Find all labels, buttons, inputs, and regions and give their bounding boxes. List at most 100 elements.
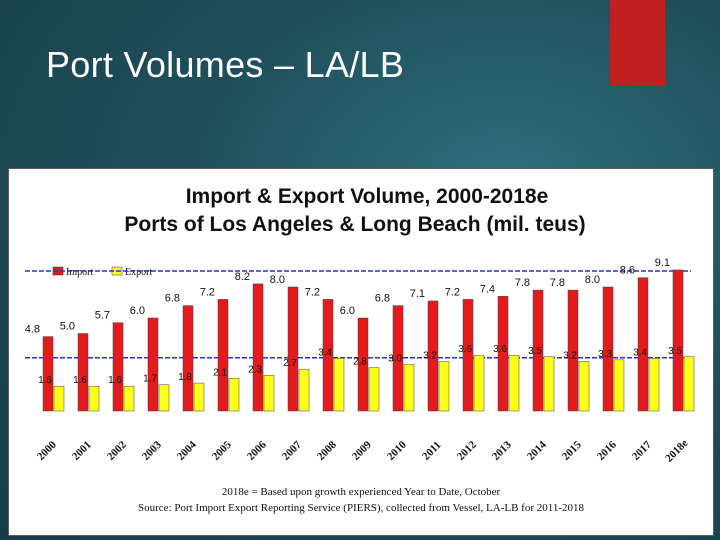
import-bar-2018e [672, 269, 684, 412]
x-tick-label: 2010 [385, 439, 409, 463]
export-bar-2018e [683, 356, 695, 412]
export-bar-2017 [648, 358, 660, 412]
import-bar-2003 [147, 317, 159, 412]
import-bar-2007 [287, 286, 299, 412]
import-bar-2001 [77, 333, 89, 412]
x-tick-label: 2011 [420, 439, 444, 463]
import-value-label: 7.1 [410, 288, 425, 300]
legend-export-label: Export [125, 267, 152, 278]
export-value-label: 3.4 [318, 347, 332, 358]
export-bar-2014 [543, 356, 555, 412]
export-value-label: 2.8 [353, 357, 367, 368]
export-bar-2009 [368, 367, 380, 412]
export-value-label: 3.5 [668, 346, 682, 357]
export-bar-2002 [123, 385, 135, 412]
export-value-label: 3.2 [423, 350, 437, 361]
value-labels: 4.8 1.6 5.0 1.6 5.7 1.6 6.0 1.7 6.8 1.8 7.2 2.1 8.2 2… [25, 257, 683, 386]
x-tick-label: 2006 [245, 439, 269, 463]
x-tick-label: 2003 [140, 439, 164, 463]
import-bar-2005 [217, 299, 229, 412]
chart-title-line2: Ports of Los Angeles & Long Beach (mil. … [124, 213, 585, 236]
import-bar-2002 [112, 322, 124, 412]
import-bar-2000 [42, 336, 54, 412]
x-tick-label: 2008 [315, 439, 339, 463]
x-tick-label: 2004 [175, 439, 199, 463]
export-value-label: 1.8 [178, 372, 192, 383]
import-bar-2013 [497, 296, 509, 412]
x-tick-label: 2002 [105, 439, 129, 463]
import-value-label: 7.2 [200, 286, 215, 298]
export-bar-2012 [473, 354, 485, 412]
slide-title: Port Volumes – LA/LB [46, 44, 405, 85]
x-tick-label: 2015 [560, 439, 584, 463]
import-value-label: 5.0 [60, 321, 75, 333]
import-value-label: 6.0 [340, 305, 355, 317]
chart-frame: Import & Export Volume, 2000-2018e Ports… [8, 168, 714, 536]
import-value-label: 8.6 [620, 265, 635, 277]
x-tick-label: 2007 [280, 439, 304, 463]
export-bar-2004 [193, 382, 205, 412]
x-tick-label: 2016 [595, 439, 619, 463]
bars [42, 269, 695, 412]
import-bar-2016 [602, 286, 614, 412]
export-value-label: 2.3 [248, 364, 262, 375]
import-value-label: 6.0 [130, 305, 145, 317]
export-bar-2008 [333, 358, 345, 412]
x-axis-labels: 2000 2001 2002 2003 2004 2005 2006 2007 2008 2009… [35, 437, 691, 465]
export-value-label: 3.2 [563, 350, 577, 361]
accent-red-bar [610, 0, 665, 86]
import-bar-2010 [392, 305, 404, 412]
export-value-label: 3.0 [388, 354, 402, 365]
x-tick-label: 2017 [630, 439, 654, 463]
import-value-label: 8.2 [235, 271, 250, 283]
note-source: Source: Port Import Export Reporting Ser… [138, 502, 585, 514]
export-value-label: 1.6 [108, 375, 122, 386]
export-bar-2007 [298, 368, 310, 412]
export-bar-2001 [88, 385, 100, 412]
import-value-label: 7.2 [445, 286, 460, 298]
export-bar-2011 [438, 361, 450, 412]
import-bar-2014 [532, 289, 544, 412]
export-value-label: 3.6 [493, 344, 507, 355]
import-value-label: 9.1 [655, 257, 670, 269]
import-bar-2009 [357, 317, 369, 412]
import-value-label: 6.8 [375, 293, 390, 305]
export-bar-2006 [263, 375, 275, 412]
x-tick-label: 2005 [210, 439, 234, 463]
export-value-label: 1.6 [38, 375, 52, 386]
import-bar-2011 [427, 300, 439, 412]
import-value-label: 7.8 [515, 277, 530, 289]
export-value-label: 3.5 [528, 346, 542, 357]
export-value-label: 1.7 [143, 374, 157, 385]
legend: Import Export [52, 266, 152, 278]
export-bar-2003 [158, 384, 170, 412]
export-bar-2015 [578, 361, 590, 412]
export-value-label: 3.3 [598, 349, 612, 360]
x-tick-label: 2013 [490, 439, 514, 463]
import-value-label: 7.2 [305, 286, 320, 298]
import-value-label: 8.0 [585, 274, 600, 286]
import-value-label: 6.8 [165, 293, 180, 305]
note-estimate: 2018e = Based upon growth experienced Ye… [222, 486, 501, 498]
import-bar-2017 [637, 277, 649, 412]
export-bar-2013 [508, 354, 520, 412]
chart: Import & Export Volume, 2000-2018e Ports… [25, 185, 695, 514]
import-bar-2006 [252, 283, 264, 412]
import-bar-2004 [182, 305, 194, 412]
x-tick-label: 2001 [70, 439, 94, 463]
import-bar-2015 [567, 289, 579, 412]
export-bar-2000 [53, 385, 65, 412]
export-bar-2010 [403, 364, 415, 412]
export-value-label: 2.1 [213, 367, 227, 378]
x-tick-label: 2009 [350, 439, 374, 463]
export-value-label: 3.4 [633, 347, 647, 358]
export-value-label: 3.6 [458, 344, 472, 355]
chart-title-line1: Import & Export Volume, 2000-2018e [186, 185, 549, 208]
x-tick-label: 2014 [525, 439, 549, 463]
legend-import-label: Import [66, 267, 93, 278]
export-value-label: 2.7 [283, 358, 297, 369]
x-tick-label: 2000 [35, 439, 59, 463]
import-value-label: 7.4 [480, 283, 495, 295]
export-bar-2016 [613, 359, 625, 412]
import-value-label: 8.0 [270, 274, 285, 286]
